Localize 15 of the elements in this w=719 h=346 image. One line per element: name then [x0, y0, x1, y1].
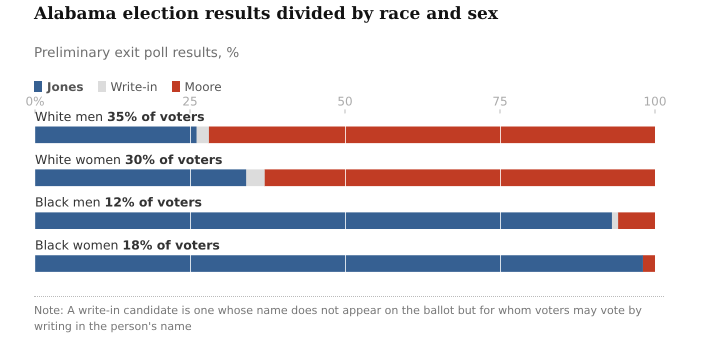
- y-tick-label: White women 30% of voters: [35, 152, 222, 167]
- y-tick-label: Black women 18% of voters: [35, 238, 220, 253]
- x-tick-label: 100: [644, 94, 666, 108]
- legend-label: Jones: [45, 80, 84, 94]
- chart-title: Alabama election results divided by race and sex: [34, 4, 498, 24]
- text: Note: A write-in candidate is one whose name does not appear on the ballot but for whom voters may vote by writing in the person's name: [34, 296, 664, 335]
- x-tick-label: 75: [492, 94, 508, 108]
- legend-label: Write-in: [110, 80, 158, 94]
- x-tick-label: 25: [182, 94, 198, 108]
- legend-label: Moore: [184, 80, 222, 94]
- x-tick-label: 0%: [25, 94, 45, 108]
- y-tick-label: White men 35% of voters: [35, 108, 205, 124]
- chart-subtitle: Preliminary exit poll results, %: [34, 45, 240, 61]
- y-tick-label: Black men 12% of voters: [35, 194, 202, 210]
- x-tick-label: 50: [337, 94, 353, 108]
